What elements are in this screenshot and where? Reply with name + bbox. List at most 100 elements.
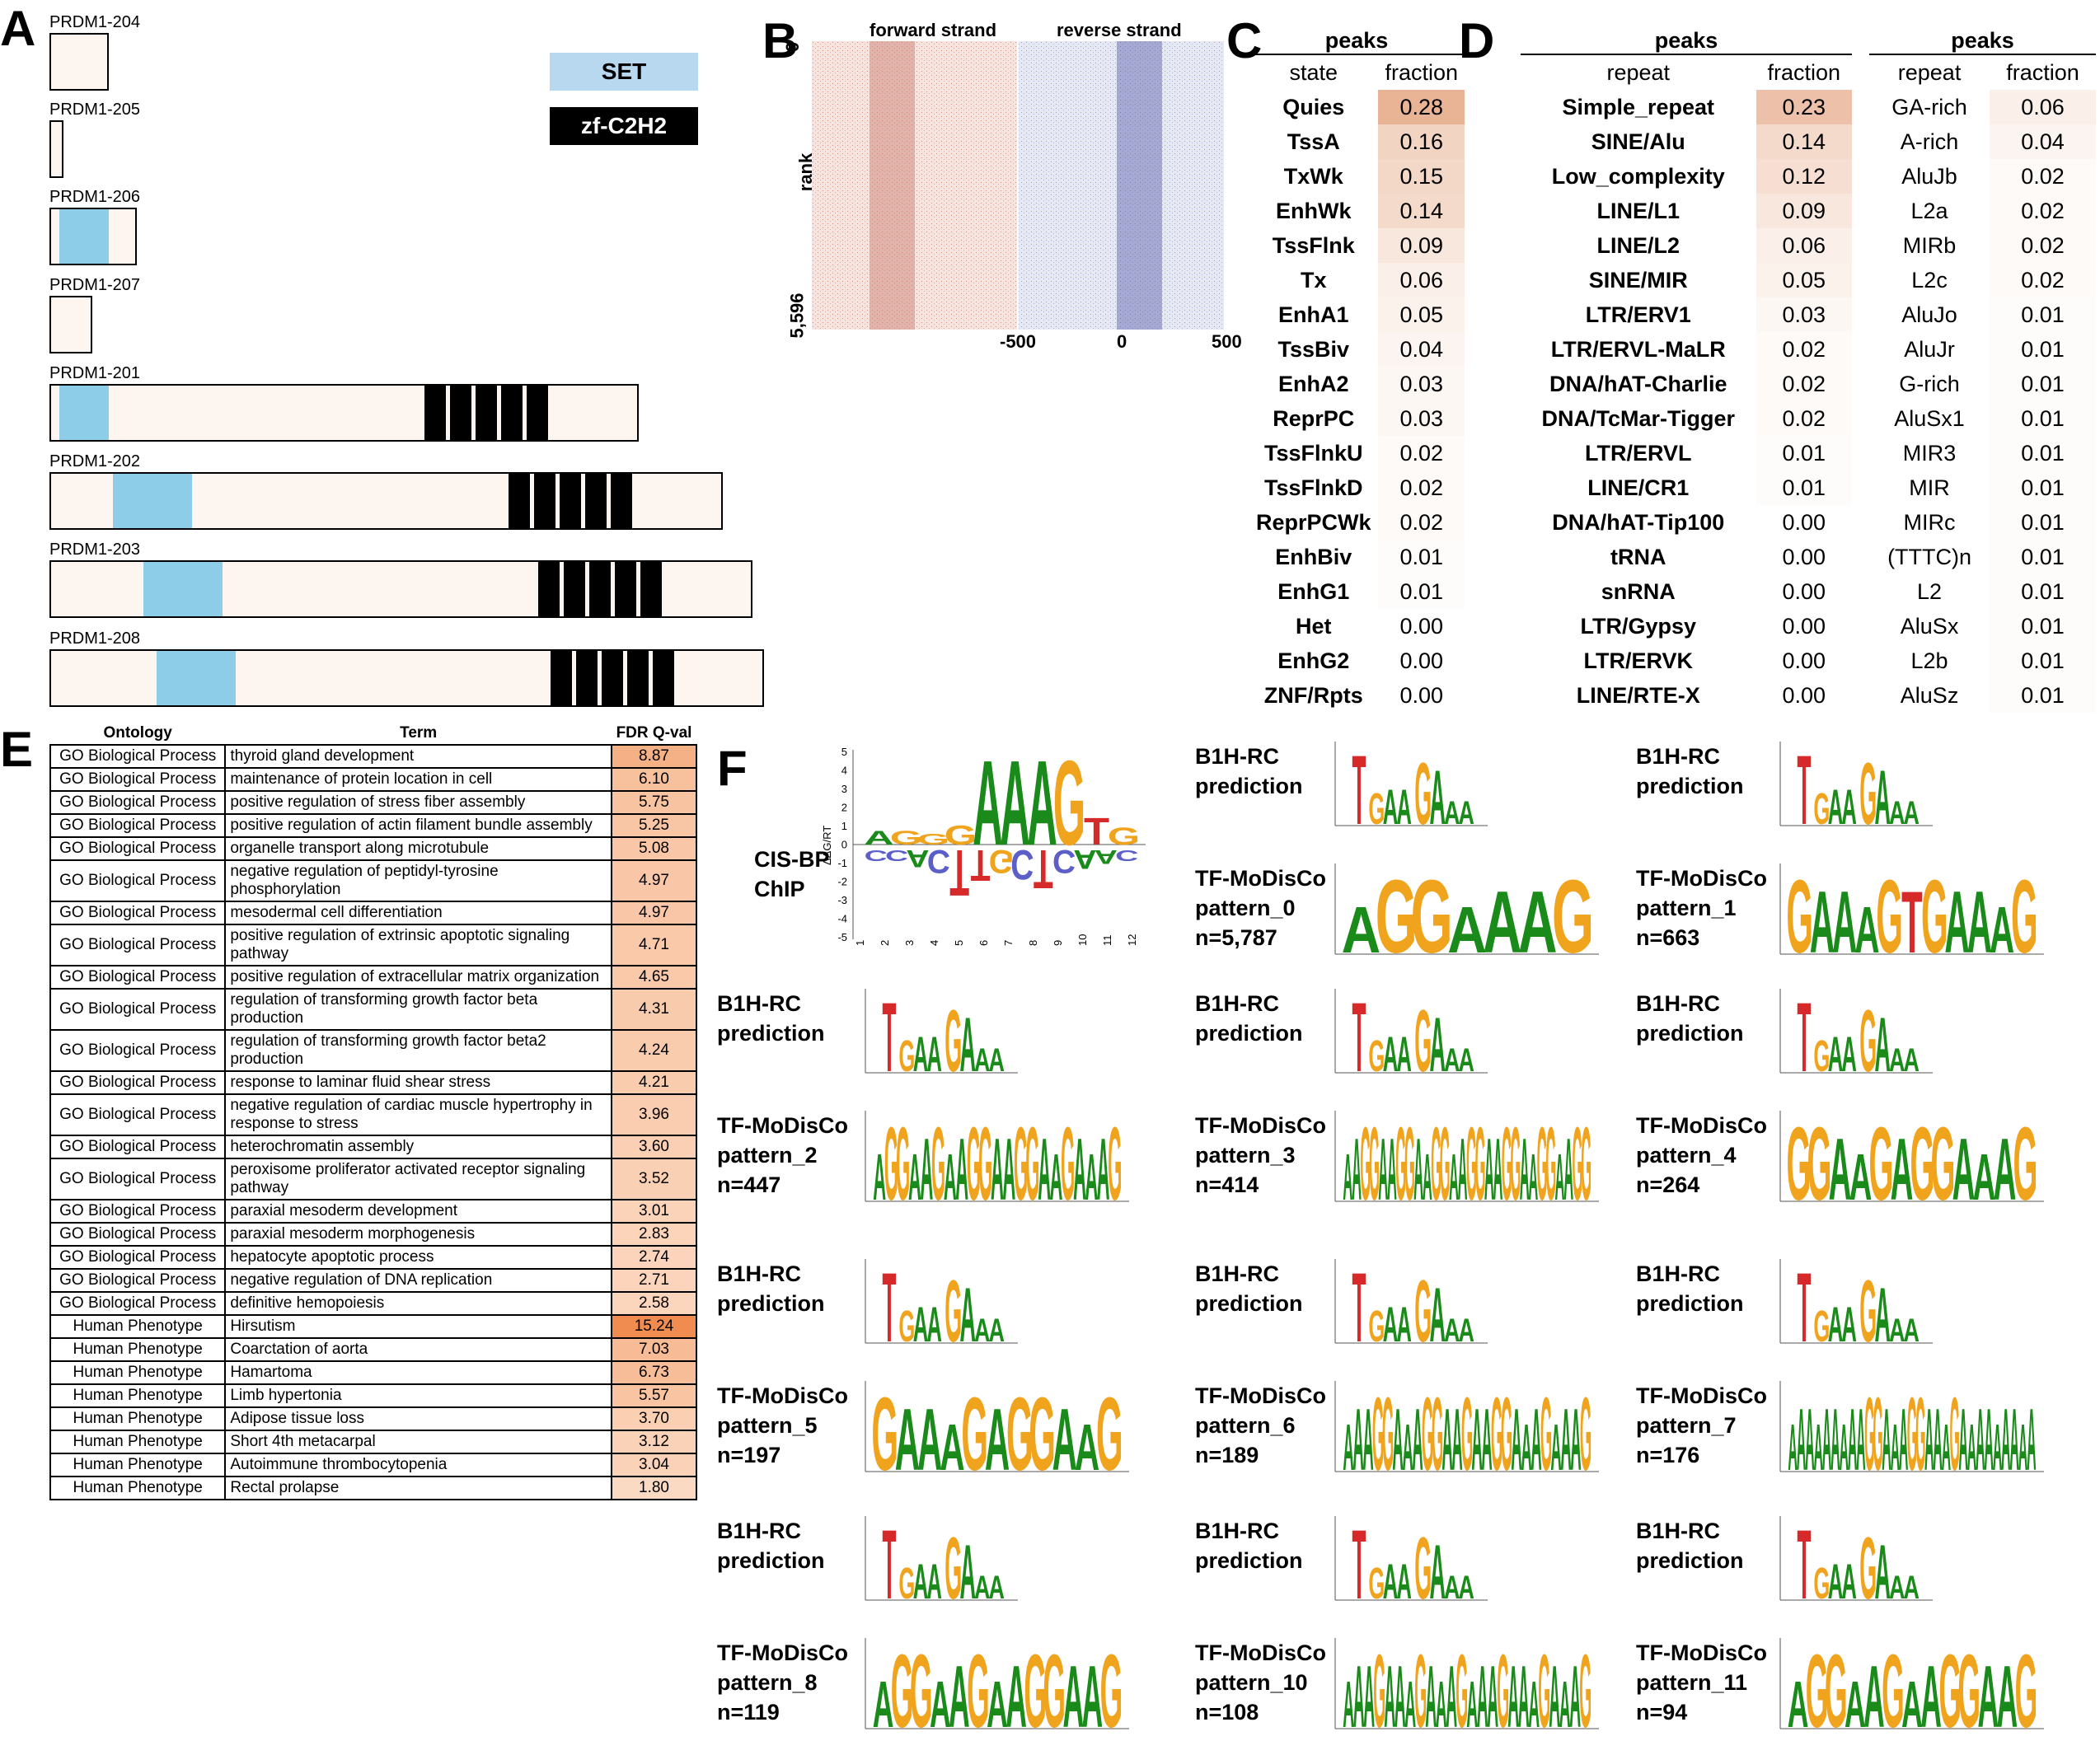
logo-letter: A: [1052, 1392, 1077, 1481]
cisbp-x-tick: 5: [953, 940, 965, 946]
row-label: GA-rich: [1891, 94, 1967, 119]
strand-heatmap: [812, 41, 1224, 330]
logo-letter: G: [1552, 859, 1594, 964]
logo-letter: A: [1904, 1313, 1920, 1350]
table-row: TssFlnk 0.09: [1249, 228, 1465, 263]
logo-letter: A: [1889, 1570, 1905, 1607]
zf-c2h2-domain: [640, 562, 662, 616]
table-row: L2b 0.01: [1869, 644, 2096, 678]
table-row: Human Phenotype Coarctation of aorta 7.03: [49, 1337, 697, 1362]
term-cell: maintenance of protein location in cell: [224, 767, 612, 792]
logo-letter: G: [1360, 1106, 1371, 1211]
logo-letter: G: [1957, 1633, 1980, 1739]
row-fraction: 0.02: [1755, 401, 1852, 436]
zf-c2h2-domain: [450, 386, 471, 440]
cisbp-y-tick: -5: [837, 931, 847, 943]
row-fraction: 0.01: [1990, 401, 2096, 436]
logo-letter: A: [1976, 1392, 1985, 1481]
logo-letter: A: [2027, 1392, 2036, 1481]
cisbp-x-tick: 9: [1052, 940, 1064, 946]
logo-letter: A: [1444, 795, 1460, 832]
cisbp-x-tick: 6: [977, 940, 990, 946]
logo-letter: A: [1392, 1392, 1403, 1481]
table-row: GO Biological Process paraxial mesoderm m…: [49, 1222, 697, 1247]
table-row: LINE/CR1 0.01: [1521, 470, 1852, 505]
logo-letter: C: [1010, 841, 1034, 888]
logo-letter: G: [1806, 1633, 1829, 1739]
logo-letter: G: [989, 843, 1014, 880]
y-tick-bottom: 5,596: [786, 292, 808, 339]
logo-letter: A: [1459, 795, 1474, 832]
row-label: DNA/hAT-Charlie: [1549, 371, 1727, 396]
logo-letter: G: [890, 827, 922, 849]
panel-letter-e: E: [0, 722, 34, 777]
logo-letter: T: [883, 1253, 897, 1351]
tf-modisco-label: TF-MoDisCo pattern_10 n=108: [1195, 1640, 1326, 1725]
logo-letter: G: [910, 1633, 933, 1739]
logo-letter: A: [1788, 1668, 1809, 1739]
logo-letter: G: [1813, 1032, 1830, 1081]
logo-letter: A: [1005, 1647, 1027, 1739]
ontology-cell: Human Phenotype: [49, 1430, 227, 1454]
set-domain: [157, 651, 236, 705]
row-fraction: 0.02: [1378, 436, 1465, 470]
table-row: AluSz 0.01: [1869, 678, 2096, 713]
logo-letter: A: [1062, 1647, 1084, 1739]
logo-letter: A: [1477, 1649, 1488, 1739]
logo-letter: G: [1859, 1520, 1877, 1608]
logo-letter: G: [1540, 1377, 1552, 1481]
zf-c2h2-domain: [589, 562, 611, 616]
row-label: TssA: [1287, 129, 1340, 154]
logo-letter: A: [1810, 874, 1835, 964]
logo-letter: G: [1950, 1376, 1960, 1481]
row-fraction: 0.02: [1990, 228, 2096, 263]
logo-letter: G: [1882, 1633, 1905, 1739]
logo-letter: G: [1108, 822, 1140, 849]
logo-letter: A: [1993, 1411, 2002, 1481]
fdr-cell: 2.83: [611, 1222, 697, 1247]
logo-letter: G: [1024, 1633, 1047, 1739]
row-fraction: 0.23: [1755, 90, 1852, 124]
zf-c2h2-domain: [602, 651, 623, 705]
logo-letter: A: [1412, 1392, 1423, 1481]
term-cell: Hirsutism: [224, 1314, 612, 1339]
logo-letter: A: [1384, 1649, 1395, 1739]
zf-c2h2-domain: [509, 474, 530, 528]
zf-c2h2-domain: [560, 474, 581, 528]
logo-letter: A: [1459, 1570, 1474, 1607]
table-row: GO Biological Process hepatocyte apoptoti…: [49, 1245, 697, 1270]
logo-letter: A: [1570, 1392, 1581, 1481]
logo-letter: G: [1432, 1377, 1443, 1481]
table-row: A-rich 0.04: [1869, 124, 2096, 159]
table-row: LTR/ERVK 0.00: [1521, 644, 1852, 678]
logo-letter: A: [1446, 1649, 1457, 1739]
term-cell: Limb hypertonia: [224, 1383, 612, 1408]
logo-letter: A: [1436, 1668, 1447, 1739]
logo-letter: A: [1481, 1392, 1492, 1481]
ontology-cell: GO Biological Process: [49, 836, 227, 861]
ontology-cell: GO Biological Process: [49, 859, 227, 902]
logo-letter: G: [1368, 1559, 1385, 1608]
row-fraction: 0.00: [1755, 574, 1852, 609]
table-row: Human Phenotype Hirsutism 15.24: [49, 1314, 697, 1339]
logo-letter: G: [1029, 1376, 1056, 1481]
legend-set: SET: [550, 53, 698, 91]
logo-letter: A: [1952, 1120, 1976, 1211]
ontology-cell: GO Biological Process: [49, 1245, 227, 1270]
logo-letter: G: [1915, 1376, 1925, 1481]
row-label: TxWk: [1283, 163, 1343, 189]
table-row: GO Biological Process negative regulation…: [49, 859, 697, 902]
table-row: TssFlnkD 0.02: [1249, 470, 1465, 505]
isoform-bar: [49, 560, 752, 618]
term-cell: negative regulation of DNA replication: [224, 1268, 612, 1293]
logo-letter: T: [883, 983, 897, 1081]
logo-letter: A: [1875, 1529, 1891, 1608]
logo-letter: A: [1471, 1392, 1482, 1481]
table-row: (TTTC)n 0.01: [1869, 540, 2096, 574]
row-label: LINE/CR1: [1587, 475, 1690, 500]
cisbp-y-label: ΔΔG/RT: [821, 826, 833, 865]
table-row: TssFlnkU 0.02: [1249, 436, 1465, 470]
row-label: MIRc: [1903, 509, 1956, 535]
